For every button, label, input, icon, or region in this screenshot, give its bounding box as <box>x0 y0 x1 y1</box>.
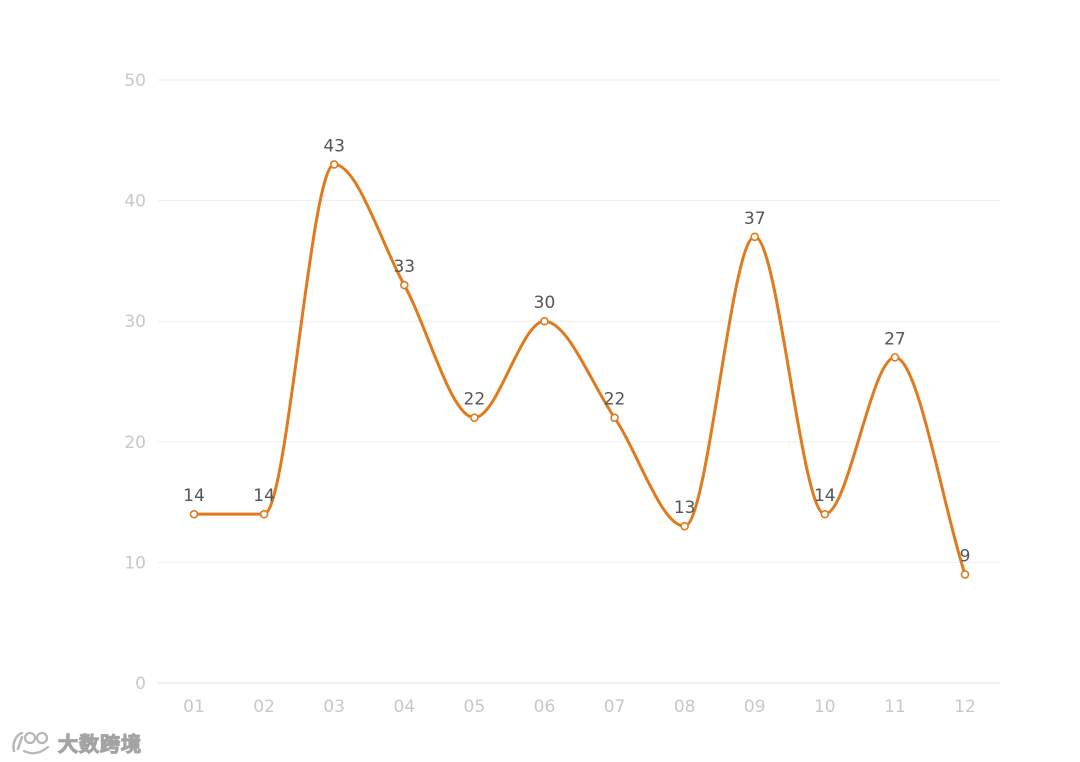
y-tick-label: 40 <box>124 192 146 212</box>
grid-lines <box>158 79 1000 684</box>
x-axis-ticks: 01 02 03 04 05 06 07 08 09 10 11 12 <box>183 697 976 717</box>
data-label: 13 <box>674 498 696 518</box>
y-tick-label: 30 <box>124 312 146 332</box>
x-tick-label: 05 <box>464 697 486 717</box>
y-tick-label: 10 <box>124 553 146 573</box>
data-label: 14 <box>253 486 275 506</box>
watermark-text: 大数跨境 <box>58 731 142 756</box>
x-tick-label: 04 <box>393 697 415 717</box>
logo-icon <box>12 731 50 755</box>
data-point <box>820 509 830 519</box>
data-point <box>470 413 479 422</box>
watermark: 大数跨境 <box>10 727 142 757</box>
x-tick-label: 12 <box>954 697 976 717</box>
y-tick-label: 20 <box>124 433 146 453</box>
data-labels: 14 14 43 33 22 30 22 13 37 14 27 9 <box>183 136 970 566</box>
x-tick-label: 07 <box>604 697 626 717</box>
x-tick-label: 03 <box>323 697 345 717</box>
y-axis-ticks: 0 10 20 30 40 50 <box>124 71 146 694</box>
data-points <box>189 160 970 579</box>
y-tick-label: 50 <box>124 71 146 91</box>
data-point <box>960 570 970 579</box>
data-point <box>890 353 900 362</box>
data-label: 27 <box>884 329 906 349</box>
data-label: 37 <box>744 209 766 229</box>
data-point <box>259 509 269 519</box>
x-tick-label: 08 <box>674 697 696 717</box>
y-tick-label: 0 <box>135 674 146 694</box>
data-point <box>540 316 549 326</box>
data-point <box>680 521 689 531</box>
data-label: 9 <box>960 546 971 566</box>
x-tick-label: 09 <box>744 697 766 717</box>
data-point <box>750 232 760 242</box>
data-label: 43 <box>323 136 345 156</box>
data-point <box>610 413 619 422</box>
data-label: 14 <box>183 486 205 506</box>
data-point <box>329 160 339 169</box>
x-tick-label: 01 <box>183 697 205 717</box>
series-line <box>192 162 967 576</box>
data-label: 33 <box>393 257 415 277</box>
series-line-path <box>192 162 967 576</box>
data-label: 22 <box>464 390 486 410</box>
data-point <box>189 509 199 519</box>
data-label: 14 <box>814 486 836 506</box>
data-point <box>399 280 409 290</box>
data-label: 30 <box>534 293 556 313</box>
x-tick-label: 06 <box>534 697 556 717</box>
x-tick-label: 10 <box>814 697 836 717</box>
x-tick-label: 02 <box>253 697 275 717</box>
x-tick-label: 11 <box>884 697 906 717</box>
data-label: 22 <box>604 390 626 410</box>
